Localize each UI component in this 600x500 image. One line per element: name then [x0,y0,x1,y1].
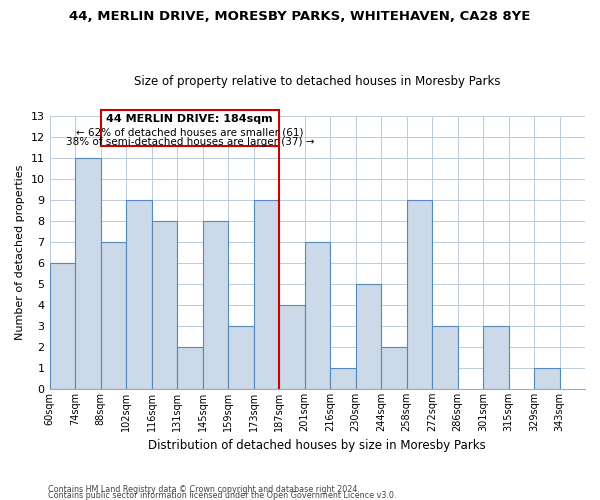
Bar [534,368,560,389]
Bar [126,200,152,389]
Text: Contains HM Land Registry data © Crown copyright and database right 2024.: Contains HM Land Registry data © Crown c… [48,484,360,494]
Title: Size of property relative to detached houses in Moresby Parks: Size of property relative to detached ho… [134,76,500,88]
Bar [101,242,126,389]
Bar [228,326,254,389]
Bar [279,305,305,389]
Text: Contains public sector information licensed under the Open Government Licence v3: Contains public sector information licen… [48,490,397,500]
Text: 38% of semi-detached houses are larger (37) →: 38% of semi-detached houses are larger (… [65,138,314,147]
Bar [381,347,407,389]
Text: 44, MERLIN DRIVE, MORESBY PARKS, WHITEHAVEN, CA28 8YE: 44, MERLIN DRIVE, MORESBY PARKS, WHITEHA… [70,10,530,23]
Bar [152,221,177,389]
X-axis label: Distribution of detached houses by size in Moresby Parks: Distribution of detached houses by size … [148,440,486,452]
Bar [50,263,75,389]
Bar [305,242,330,389]
Bar [254,200,279,389]
Y-axis label: Number of detached properties: Number of detached properties [15,165,25,340]
Bar [203,221,228,389]
Bar [177,347,203,389]
FancyBboxPatch shape [101,110,279,146]
Bar [432,326,458,389]
Text: 44 MERLIN DRIVE: 184sqm: 44 MERLIN DRIVE: 184sqm [106,114,273,124]
Text: ← 62% of detached houses are smaller (61): ← 62% of detached houses are smaller (61… [76,128,304,138]
Bar [483,326,509,389]
Bar [407,200,432,389]
Bar [75,158,101,389]
Bar [356,284,381,389]
Bar [330,368,356,389]
